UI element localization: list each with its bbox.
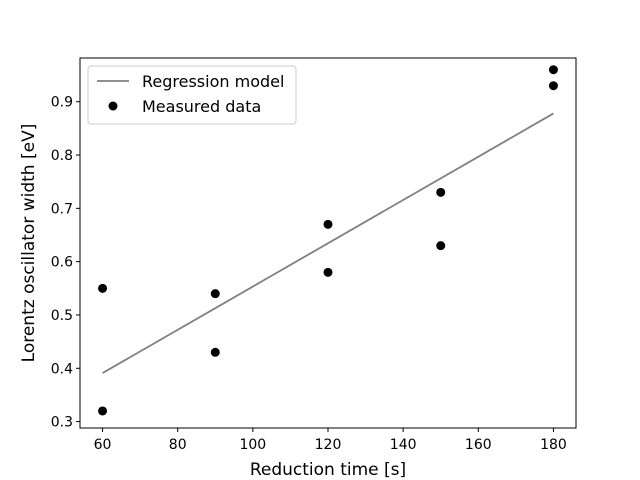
legend-entry-measured: Measured data xyxy=(142,97,261,116)
y-tick-label: 0.8 xyxy=(51,148,73,164)
x-tick-label: 180 xyxy=(540,437,567,453)
legend-entry-regression: Regression model xyxy=(142,72,284,91)
x-tick-label: 100 xyxy=(239,437,266,453)
data-point xyxy=(323,267,333,277)
y-axis-label: Lorentz oscillator width [eV] xyxy=(19,124,39,363)
x-axis-ticks: 60 80 100 120 140 160 180 xyxy=(94,428,567,453)
y-tick-label: 0.4 xyxy=(51,361,73,377)
x-tick-label: 140 xyxy=(390,437,417,453)
data-point xyxy=(436,187,446,197)
data-point xyxy=(548,65,558,75)
data-point xyxy=(548,81,558,91)
y-axis-ticks: 0.3 0.4 0.5 0.6 0.7 0.8 0.9 xyxy=(51,95,80,431)
y-tick-label: 0.6 xyxy=(51,255,73,271)
regression-line xyxy=(102,112,554,374)
x-tick-label: 80 xyxy=(169,437,187,453)
legend-marker-swatch xyxy=(108,101,118,111)
x-axis-label: Reduction time [s] xyxy=(250,460,406,480)
y-tick-label: 0.5 xyxy=(51,308,73,324)
data-point xyxy=(98,283,108,293)
legend-box xyxy=(87,65,297,125)
legend: Regression model Measured data xyxy=(87,65,297,125)
y-tick-label: 0.7 xyxy=(51,201,73,217)
data-point xyxy=(436,241,446,251)
data-point xyxy=(210,347,220,357)
x-tick-label: 120 xyxy=(315,437,342,453)
y-tick-label: 0.9 xyxy=(51,95,73,111)
data-point xyxy=(98,406,108,416)
data-point xyxy=(323,219,333,229)
y-tick-label: 0.3 xyxy=(51,415,73,431)
x-tick-label: 60 xyxy=(94,437,112,453)
data-point xyxy=(210,289,220,299)
x-tick-label: 160 xyxy=(465,437,492,453)
chart-marks xyxy=(98,65,558,416)
